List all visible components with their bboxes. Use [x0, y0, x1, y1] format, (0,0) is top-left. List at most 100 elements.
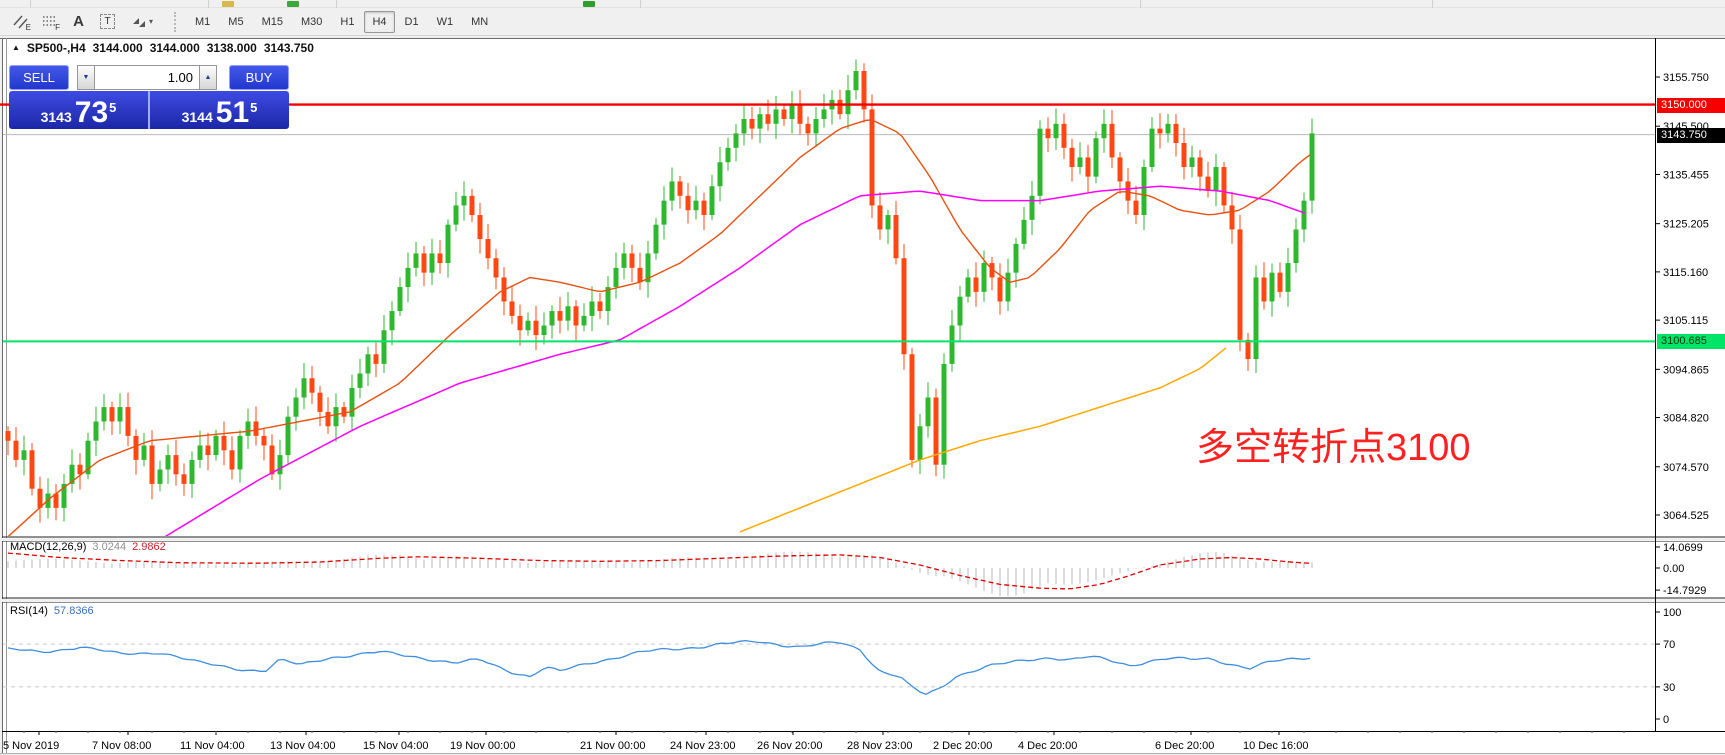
clipped-icon[interactable] — [287, 1, 299, 7]
timeframe-button-m1[interactable]: M1 — [195, 15, 211, 28]
ma-fast-red-line — [7, 119, 1311, 536]
candle — [1053, 108, 1059, 151]
candle-body — [557, 311, 563, 321]
candle — [1149, 116, 1155, 172]
candle — [141, 433, 147, 467]
buy-price-panel[interactable]: 3144 51 5 — [148, 91, 289, 129]
buy-button[interactable]: BUY — [229, 65, 289, 90]
candle — [1301, 192, 1307, 243]
icon-sub-letter: E — [25, 22, 31, 32]
candle — [85, 432, 91, 480]
sell-price-pip: 5 — [109, 100, 117, 115]
candle-body — [917, 426, 923, 460]
fibonacci-retracement-icon[interactable]: F — [36, 11, 63, 33]
candle-body — [573, 306, 579, 326]
candle — [741, 103, 747, 146]
candle-body — [549, 311, 555, 326]
candle-body — [413, 253, 419, 268]
panel-splitter[interactable] — [0, 596, 1725, 601]
time-axis-label: 24 Nov 23:00 — [670, 740, 735, 752]
candle-body — [1053, 123, 1059, 139]
timeframe-button-m15[interactable]: M15 — [261, 15, 283, 28]
text-annotation-icon[interactable]: A — [65, 11, 92, 33]
collapse-arrow-icon[interactable]: ▲ — [12, 42, 20, 52]
main-price-panel[interactable] — [3, 59, 1655, 537]
macd-panel[interactable] — [7, 551, 1313, 597]
candle — [397, 277, 403, 317]
timeframe-button-m30[interactable]: M30 — [300, 15, 323, 28]
toolbar-drag-handle[interactable] — [174, 11, 178, 32]
timeframe-button-d1[interactable]: D1 — [404, 15, 419, 28]
candle-body — [901, 258, 907, 355]
candle — [725, 137, 731, 171]
candle-body — [101, 407, 107, 422]
candle — [613, 252, 619, 299]
candle-body — [301, 378, 307, 398]
candle — [421, 245, 427, 287]
timeframe-button-h1[interactable]: H1 — [340, 15, 355, 28]
clipped-icon[interactable] — [583, 1, 595, 7]
sell-price-panel[interactable]: 3143 73 5 — [9, 91, 148, 129]
clipped-icon[interactable] — [222, 1, 234, 7]
candle — [1205, 161, 1211, 198]
time-axis-label: 6 Dec 20:00 — [1155, 740, 1214, 752]
timeframe-button-m5[interactable]: M5 — [228, 15, 244, 28]
rsi-panel[interactable] — [3, 639, 1655, 696]
candle — [181, 463, 187, 496]
candle-body — [1277, 272, 1283, 292]
candle-body — [1253, 277, 1259, 360]
volume-input[interactable] — [95, 65, 199, 90]
candle-body — [845, 90, 851, 115]
candle-body — [277, 455, 283, 475]
candle-body — [229, 450, 235, 470]
macd-indicator-label: MACD(12,26,9) 3.0244 2.9862 — [10, 541, 166, 553]
candle — [1077, 142, 1083, 175]
volume-increase-button[interactable]: ▲ — [199, 65, 217, 90]
candle — [757, 107, 763, 144]
candle-body — [645, 253, 651, 283]
candle-body — [141, 445, 147, 460]
candle-body — [1173, 123, 1179, 144]
candle-body — [205, 445, 211, 456]
candle — [309, 366, 315, 404]
candle — [589, 286, 595, 332]
candle-body — [1117, 157, 1123, 182]
chart-canvas[interactable]: 3155.7503145.5003135.4553125.2053115.160… — [0, 38, 1725, 755]
volume-decrease-button[interactable]: ▼ — [77, 65, 95, 90]
candle — [733, 124, 739, 162]
time-axis-label: 10 Dec 16:00 — [1243, 740, 1308, 752]
candle — [1165, 114, 1171, 143]
candle — [557, 297, 563, 334]
panel-splitter[interactable] — [0, 535, 1725, 540]
dropdown-caret-icon: ▾ — [148, 17, 153, 26]
candle-body — [469, 195, 475, 216]
candle-body — [1237, 229, 1243, 340]
candle-body — [885, 215, 891, 230]
candle — [1197, 149, 1203, 192]
timeframe-button-mn[interactable]: MN — [471, 15, 489, 28]
candle-body — [869, 109, 875, 206]
time-axis-label: 7 Nov 08:00 — [92, 740, 151, 752]
candle-body — [1101, 123, 1107, 139]
macd-tick-label: 14.0699 — [1663, 542, 1703, 554]
price-tick-label: 3064.525 — [1663, 510, 1709, 522]
arrow-tools-icon[interactable]: ▾ — [123, 11, 161, 33]
candle-body — [221, 435, 227, 451]
ma-mid-magenta-line — [164, 185, 1306, 536]
timeframe-button-w1[interactable]: W1 — [436, 15, 454, 28]
timeframe-button-h4[interactable]: H4 — [364, 10, 395, 33]
candle-body — [997, 277, 1003, 302]
low-value: 3138.000 — [206, 41, 257, 55]
candle — [709, 174, 715, 221]
candle — [1101, 109, 1107, 153]
time-axis-label: 2 Dec 20:00 — [933, 740, 992, 752]
candle — [717, 146, 723, 202]
candle-body — [445, 224, 451, 264]
candle-body — [565, 306, 571, 321]
text-label-icon[interactable]: T — [94, 11, 121, 33]
candle — [685, 182, 691, 224]
equidistant-channel-icon[interactable]: E — [7, 11, 34, 33]
candle — [581, 303, 587, 332]
sell-button[interactable]: SELL — [9, 65, 69, 90]
candle — [989, 256, 995, 291]
